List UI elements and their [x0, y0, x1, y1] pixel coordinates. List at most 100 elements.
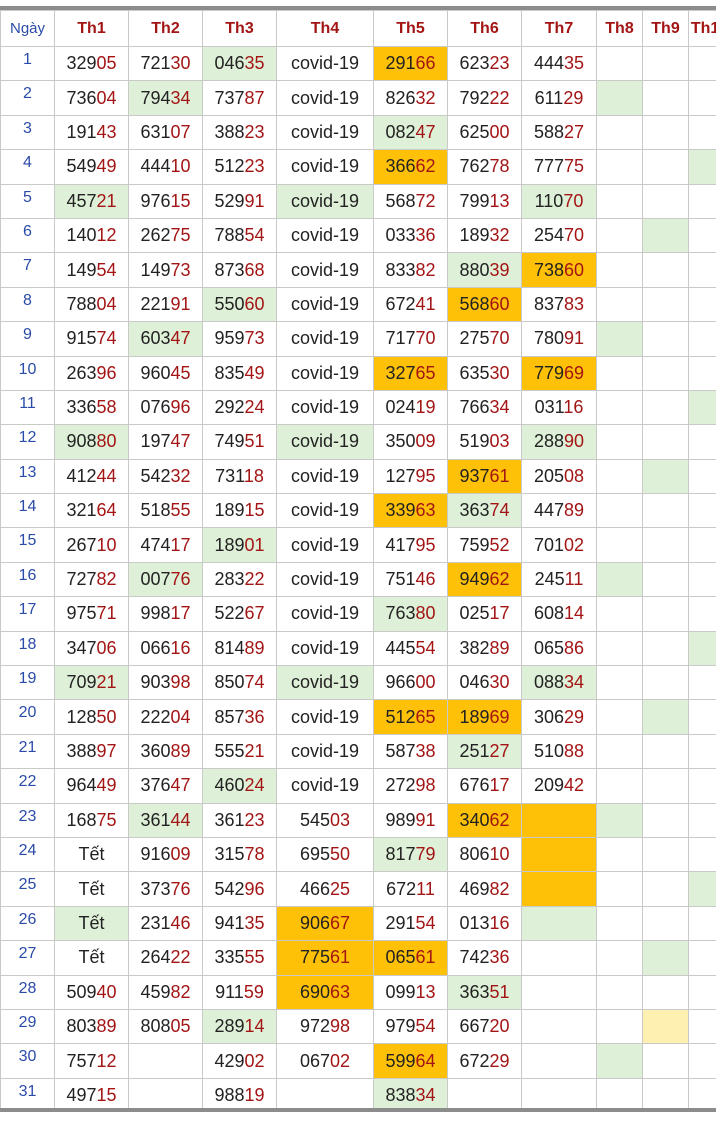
result-prefix: 275 — [459, 328, 490, 349]
result-cell: Tết — [54, 940, 129, 976]
result-last-two-digits: 76 — [170, 878, 191, 899]
result-last-two-digits: 89 — [170, 741, 191, 761]
result-prefix: 189 — [459, 706, 490, 727]
result-cell — [596, 252, 643, 288]
result-prefix: covid-19 — [290, 603, 360, 624]
day-number: 30 — [0, 1043, 55, 1079]
day-number: 19 — [0, 665, 55, 701]
result-prefix: 857 — [214, 706, 245, 727]
result-prefix: 363 — [459, 981, 490, 1002]
result-prefix: 519 — [459, 431, 490, 452]
result-prefix: 447 — [533, 500, 564, 521]
lottery-statistics-table: NgàyTh1Th2Th3Th4Th5Th6Th7Th8Th9Th10 1329… — [0, 6, 716, 1112]
result-cell: 03116 — [521, 389, 597, 426]
table-row: 1 32905 72130 04635 covid-19 29166 62323 44435 — [0, 45, 716, 82]
result-cell: 26396 — [54, 355, 129, 391]
result-cell: 79222 — [447, 80, 522, 116]
result-cell: 29224 — [202, 389, 277, 426]
result-last-two-digits: 11 — [564, 569, 584, 590]
day-number: 13 — [0, 458, 55, 495]
result-cell: 14012 — [54, 217, 129, 254]
result-cell: 20508 — [521, 458, 597, 495]
result-cell — [688, 45, 716, 82]
result-last-two-digits: 41 — [415, 293, 436, 314]
table-row: 27 Tết 26422 33555 77561 06561 74236 — [0, 940, 716, 976]
result-cell — [642, 699, 689, 735]
result-prefix: 376 — [140, 775, 171, 796]
result-prefix: 555 — [214, 741, 245, 761]
result-last-two-digits: 24 — [244, 775, 265, 796]
result-cell: 97954 — [373, 1008, 448, 1045]
result-prefix: 088 — [533, 672, 564, 693]
result-last-two-digits: 23 — [489, 53, 510, 74]
result-cell: Tết — [54, 871, 129, 907]
result-cell: 00776 — [128, 561, 203, 598]
result-last-two-digits: 89 — [489, 637, 510, 658]
result-cell — [642, 768, 689, 804]
result-last-two-digits: 65 — [415, 706, 436, 727]
result-last-two-digits: 96 — [170, 397, 191, 418]
result-prefix: covid-19 — [290, 672, 360, 693]
result-cell: 07696 — [128, 389, 203, 426]
header-month: Th10 — [688, 10, 716, 47]
result-cell: 76634 — [447, 389, 522, 426]
result-last-two-digits: 06 — [96, 637, 117, 658]
result-last-two-digits: 29 — [564, 706, 585, 727]
result-cell: 44554 — [373, 630, 448, 667]
result-cell: 37376 — [128, 871, 203, 907]
result-last-two-digits: 15 — [96, 1084, 117, 1105]
result-cell: 51088 — [521, 733, 597, 770]
result-prefix: 512 — [214, 156, 245, 177]
result-cell: 51855 — [128, 493, 203, 529]
result-cell — [642, 940, 689, 976]
result-cell — [596, 149, 643, 185]
result-cell: 28914 — [202, 1008, 277, 1045]
table-row: 18 34706 06616 81489 covid-19 44554 38289 06586 — [0, 630, 716, 667]
result-last-two-digits: 95 — [415, 534, 436, 555]
result-prefix: 245 — [534, 569, 565, 590]
result-last-two-digits: 82 — [489, 878, 510, 899]
result-cell — [688, 114, 716, 151]
result-cell: 04635 — [202, 45, 277, 82]
result-cell — [688, 424, 716, 460]
result-cell: 20942 — [521, 768, 597, 804]
result-last-two-digits: 78 — [244, 844, 265, 865]
result-cell — [596, 561, 643, 598]
result-cell: covid-19 — [276, 561, 374, 598]
result-last-two-digits: 19 — [244, 1084, 265, 1105]
result-prefix: 736 — [66, 87, 97, 108]
result-prefix: covid-19 — [290, 53, 360, 74]
result-cell: 55060 — [202, 286, 277, 323]
result-cell: 52267 — [202, 596, 277, 632]
result-last-two-digits: 23 — [244, 809, 265, 830]
result-cell: 91159 — [202, 974, 277, 1010]
result-prefix: 025 — [459, 603, 490, 624]
result-last-two-digits: 29 — [563, 87, 584, 108]
result-cell: 99817 — [128, 596, 203, 632]
result-last-two-digits: 66 — [415, 53, 436, 74]
result-prefix: 197 — [140, 431, 171, 452]
result-cell: 06616 — [128, 630, 203, 667]
result-last-two-digits: 76 — [170, 569, 191, 590]
table-row: 10 26396 96045 83549 covid-19 32765 63530 77969 — [0, 355, 716, 391]
result-cell — [642, 1043, 689, 1079]
result-cell — [688, 458, 716, 495]
result-prefix: 588 — [533, 121, 564, 142]
result-prefix: 529 — [214, 190, 245, 211]
result-last-two-digits: 91 — [564, 328, 585, 349]
result-last-two-digits: 74 — [96, 328, 117, 349]
result-last-two-digits: 54 — [244, 225, 265, 246]
result-last-two-digits: 61 — [415, 947, 436, 968]
result-cell — [642, 871, 689, 907]
result-cell: 33658 — [54, 389, 129, 426]
result-prefix: 168 — [66, 809, 97, 830]
result-prefix: 444 — [533, 53, 564, 74]
result-cell: 69063 — [276, 974, 374, 1010]
result-cell: 75952 — [447, 527, 522, 563]
table-row: 29 80389 80805 28914 97298 97954 66720 — [0, 1008, 716, 1045]
result-cell — [521, 1008, 597, 1045]
result-prefix: 738 — [533, 259, 564, 280]
day-number: 20 — [0, 699, 55, 735]
result-cell — [521, 802, 597, 838]
result-cell: covid-19 — [276, 321, 374, 357]
